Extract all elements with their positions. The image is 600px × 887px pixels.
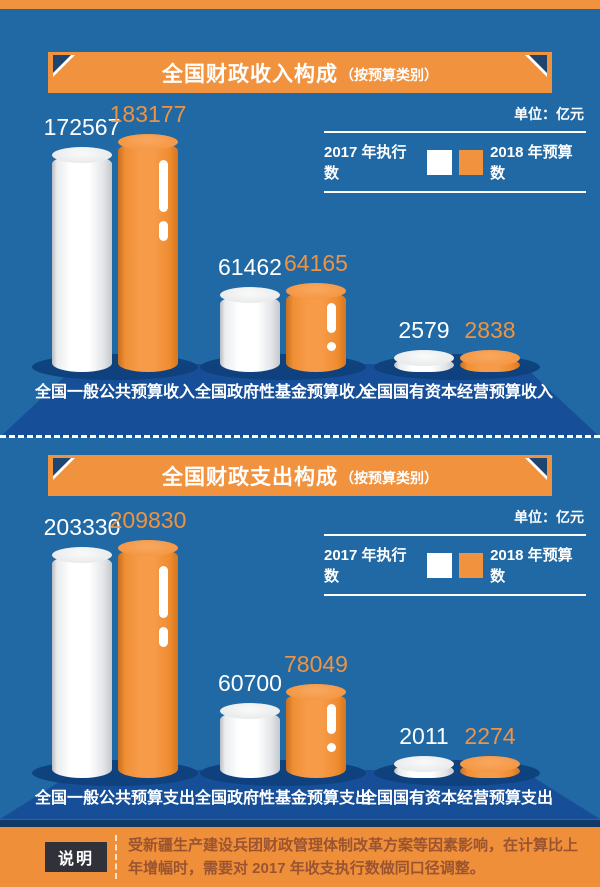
value-label-2017: 172567 <box>43 114 121 140</box>
bar-2017 <box>52 547 112 778</box>
legend-swatch-2018 <box>458 149 484 175</box>
value-label-2018: 183177 <box>109 101 187 127</box>
category-label: 全国一般公共预算支出 <box>34 790 195 807</box>
legend-label-2017: 2017 年执行数 <box>324 547 407 585</box>
value-label-2017: 60700 <box>218 670 282 696</box>
value-label-2018: 78049 <box>284 651 348 677</box>
cylinder-cap <box>52 547 112 563</box>
cylinder-cap <box>220 703 280 719</box>
revenue-section: 全国财政收入构成 （按预算类别） 单位：亿元 2017 年执行数 2018 年预… <box>0 0 600 437</box>
highlight-dot <box>327 743 336 752</box>
cylinder-cap <box>118 134 178 150</box>
category-label: 全国一般公共预算收入 <box>34 384 195 401</box>
legend-swatch-2017 <box>426 552 452 578</box>
bar-group: 203330 209830 全国一般公共预算支出 <box>32 439 198 807</box>
category-label: 全国政府性基金预算收入 <box>194 384 371 401</box>
bar-group: 61462 64165 全国政府性基金预算收入 <box>195 0 371 401</box>
bar-2018 <box>286 684 346 778</box>
bar-2017 <box>52 147 112 372</box>
cylinder-cap <box>394 350 454 366</box>
bar-stage: 172567 183177 全国一般公共预算收入 61462 64165 全国政府性基金预… <box>0 0 600 401</box>
bar-2017 <box>394 350 454 372</box>
bar-group: 60700 78049 全国政府性基金预算支出 <box>195 439 371 807</box>
value-label-2017: 2011 <box>399 723 449 749</box>
unit-label: 单位：亿元 <box>514 106 584 122</box>
highlight-dot <box>159 221 168 241</box>
cylinder-cap <box>118 540 178 556</box>
cylinder-cap <box>52 147 112 163</box>
legend-swatch-2018 <box>458 552 484 578</box>
legend-label-2018: 2018 年预算数 <box>490 547 573 585</box>
note-dashed-divider <box>115 835 117 879</box>
highlight-streak <box>327 303 336 333</box>
bar-2018 <box>118 540 178 778</box>
cylinder-cap <box>460 756 520 772</box>
value-label-2017: 203330 <box>43 514 121 540</box>
legend-row: 2017 年执行数 2018 年预算数 <box>324 131 586 193</box>
legend-row: 2017 年执行数 2018 年预算数 <box>324 534 586 596</box>
cylinder-cap <box>460 350 520 366</box>
section-title: 全国财政支出构成 <box>162 465 338 489</box>
legend-label-2017: 2017 年执行数 <box>324 144 407 182</box>
bar-2018 <box>460 756 520 778</box>
footer-separator-strip <box>0 820 600 827</box>
section-title: 全国财政收入构成 <box>162 62 338 86</box>
cylinder-cap <box>286 684 346 700</box>
note-text: 受新疆生产建设兵团财政管理体制改革方案等因素影响，在计算比上年增幅时，需要对 2… <box>128 837 579 878</box>
legend-label-2018: 2018 年预算数 <box>490 144 573 182</box>
value-label-2018: 2838 <box>464 317 516 343</box>
category-label: 全国国有资本经营预算支出 <box>360 790 553 807</box>
highlight-dot <box>327 342 336 351</box>
unit-label: 单位：亿元 <box>514 509 584 525</box>
bar-2018 <box>118 134 178 372</box>
bar-2018 <box>286 283 346 372</box>
value-label-2018: 2274 <box>464 723 516 749</box>
legend: 单位：亿元 2017 年执行数 2018 年预算数 <box>324 104 586 193</box>
section-title-suffix: （按预算类别） <box>340 66 438 83</box>
legend-swatch-2017 <box>426 149 452 175</box>
bar-2017 <box>220 287 280 372</box>
bar-group: 172567 183177 全国一般公共预算收入 <box>32 0 198 401</box>
value-label-2017: 61462 <box>218 254 282 280</box>
highlight-streak <box>327 704 336 734</box>
expenditure-section: 全国财政支出构成 （按预算类别） 单位：亿元 2017 年执行数 2018 年预… <box>0 439 600 820</box>
highlight-streak <box>159 566 168 618</box>
bar-2017 <box>220 703 280 778</box>
legend: 单位：亿元 2017 年执行数 2018 年预算数 <box>324 507 586 596</box>
bar-2018 <box>460 350 520 372</box>
cylinder-cap <box>286 283 346 299</box>
expenditure-banner: 全国财政支出构成 （按预算类别） <box>48 455 552 496</box>
top-accent-strip <box>0 0 600 9</box>
bar-stage: 203330 209830 全国一般公共预算支出 60700 78049 全国政府性基金预… <box>0 439 600 807</box>
highlight-dot <box>159 627 168 647</box>
dashed-divider <box>0 435 600 438</box>
category-label: 全国政府性基金预算支出 <box>194 790 371 807</box>
bar-group: 2579 2838 全国国有资本经营预算收入 <box>361 0 553 401</box>
section-title-suffix: （按预算类别） <box>340 469 438 486</box>
value-label-2018: 64165 <box>284 250 348 276</box>
value-label-2017: 2579 <box>398 317 450 343</box>
category-label: 全国国有资本经营预算收入 <box>360 384 553 401</box>
value-label-2018: 209830 <box>109 507 187 533</box>
cylinder-cap <box>220 287 280 303</box>
bar-group: 2011 2274 全国国有资本经营预算支出 <box>361 439 553 807</box>
cylinder-cap <box>394 756 454 772</box>
note-badge: 说明 <box>45 842 107 872</box>
bar-2017 <box>394 756 454 778</box>
highlight-streak <box>159 160 168 212</box>
revenue-banner: 全国财政收入构成 （按预算类别） <box>48 52 552 93</box>
note-bar: 说明 受新疆生产建设兵团财政管理体制改革方案等因素影响，在计算比上年增幅时，需要… <box>0 827 600 887</box>
